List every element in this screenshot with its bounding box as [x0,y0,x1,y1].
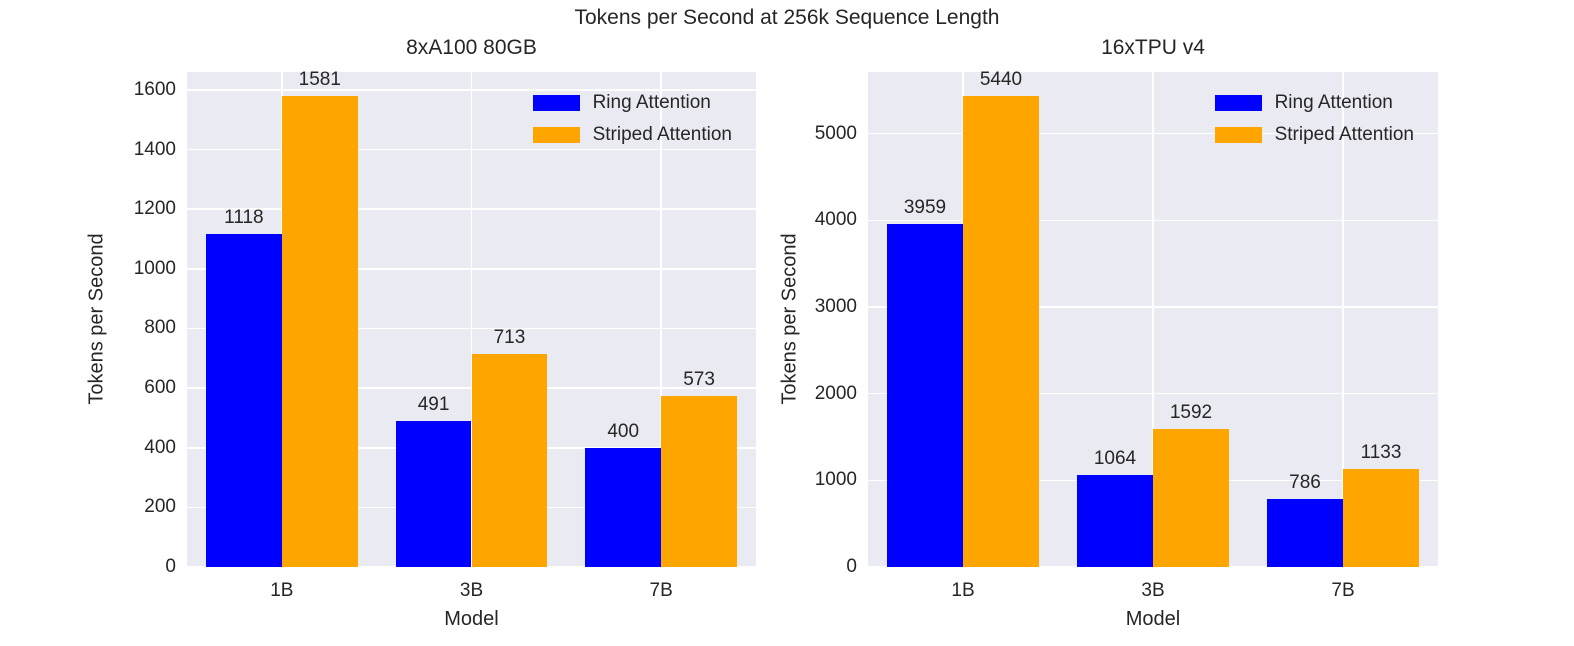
bar-striped-attention-7b [1343,468,1419,567]
legend-label-striped-attention: Striped Attention [1274,123,1414,145]
x-tick-label-1b: 1B [270,580,294,601]
y-tick-label-1000: 1000 [814,469,857,491]
y-tick-label-0: 0 [165,556,176,577]
y-tick-label-2000: 2000 [814,382,857,404]
legend: Ring Attention Striped Attention [1214,91,1414,145]
bar-value-striped-attention-1b: 5440 [979,68,1023,90]
bar-value-ring-attention-1b: 1118 [224,206,264,228]
y-tick-label-1200: 1200 [133,198,176,220]
bar-value-striped-attention-1b: 1581 [298,68,341,90]
y-tick-label-600: 600 [144,377,176,399]
legend-label-ring-attention: Ring Attention [1274,91,1393,113]
legend-swatch-striped-attention [1214,126,1262,143]
legend-item-striped-attention: Striped Attention [532,123,732,145]
x-axis-label-right: Model [1125,608,1181,630]
legend: Ring Attention Striped Attention [532,91,732,145]
y-tick-label-5000: 5000 [814,122,857,144]
y-tick-label-1400: 1400 [133,138,176,160]
bar-striped-attention-1b [281,95,358,567]
bar-striped-attention-1b [963,95,1039,567]
gridline-x-3b [1152,72,1154,567]
figure-title: Tokens per Second at 256k Sequence Lengt… [574,6,1000,29]
x-tick-label-1b: 1B [951,580,975,601]
legend-label-striped-attention: Striped Attention [592,123,732,145]
y-tick-label-200: 200 [144,496,176,518]
y-axis-label-left: Tokens per Second [85,233,108,405]
legend-swatch-striped-attention [532,126,580,143]
gridline-x-3b [470,72,473,567]
bar-value-striped-attention-3b: 713 [493,327,526,349]
bar-striped-attention-3b [1153,429,1229,567]
x-axis-label-left: Model [444,608,499,630]
bar-value-ring-attention-7b: 400 [607,420,640,442]
bar-value-ring-attention-7b: 786 [1289,471,1321,493]
bar-value-ring-attention-3b: 491 [417,393,450,415]
legend-item-striped-attention: Striped Attention [1214,123,1414,145]
bar-value-striped-attention-7b: 573 [683,369,715,391]
bar-ring-attention-3b [1077,474,1153,567]
legend-item-ring-attention: Ring Attention [532,91,732,113]
legend-item-ring-attention: Ring Attention [1214,91,1414,113]
y-tick-label-800: 800 [144,317,176,339]
y-tick-label-400: 400 [144,436,176,458]
bar-striped-attention-7b [661,396,738,567]
bar-value-ring-attention-1b: 3959 [903,196,947,218]
bar-ring-attention-3b [395,420,472,567]
legend-swatch-ring-attention [1214,94,1262,111]
bar-value-ring-attention-3b: 1064 [1093,447,1137,469]
legend-label-ring-attention: Ring Attention [592,91,711,113]
plot-area-16xtpu: 0 1000 2000 3000 4000 5000 3959 5440 1B 1064 1592 3… [815,68,1438,601]
x-tick-label-3b: 3B [459,580,484,601]
bar-ring-attention-7b [585,447,662,567]
bar-ring-attention-1b [887,223,963,567]
legend-swatch-ring-attention [532,94,580,111]
bar-value-striped-attention-3b: 1592 [1169,402,1213,424]
y-axis-label-right: Tokens per Second [778,233,801,405]
plot-area-8xa100: 0 200 400 600 800 1000 1200 1400 1600 1118 1581 1B 4… [134,68,756,601]
x-tick-label-7b: 7B [1331,580,1355,601]
subplot-title-8xa100: 8xA100 80GB [406,36,537,59]
y-tick-label-0: 0 [846,556,857,577]
bar-value-striped-attention-7b: 1133 [1360,441,1402,463]
subplot-title-16xtpu: 16xTPU v4 [1101,36,1205,59]
bar-striped-attention-3b [471,354,548,567]
y-tick-label-1000: 1000 [133,257,176,279]
gridline-x-7b [1342,72,1344,567]
x-tick-label-7b: 7B [649,580,673,601]
y-tick-label-3000: 3000 [814,296,857,318]
x-tick-label-3b: 3B [1141,580,1165,601]
bar-ring-attention-7b [1267,498,1343,567]
y-tick-label-1600: 1600 [133,78,176,100]
gridline-x-7b [660,72,662,567]
bar-ring-attention-1b [205,233,282,567]
y-tick-label-4000: 4000 [814,209,857,231]
